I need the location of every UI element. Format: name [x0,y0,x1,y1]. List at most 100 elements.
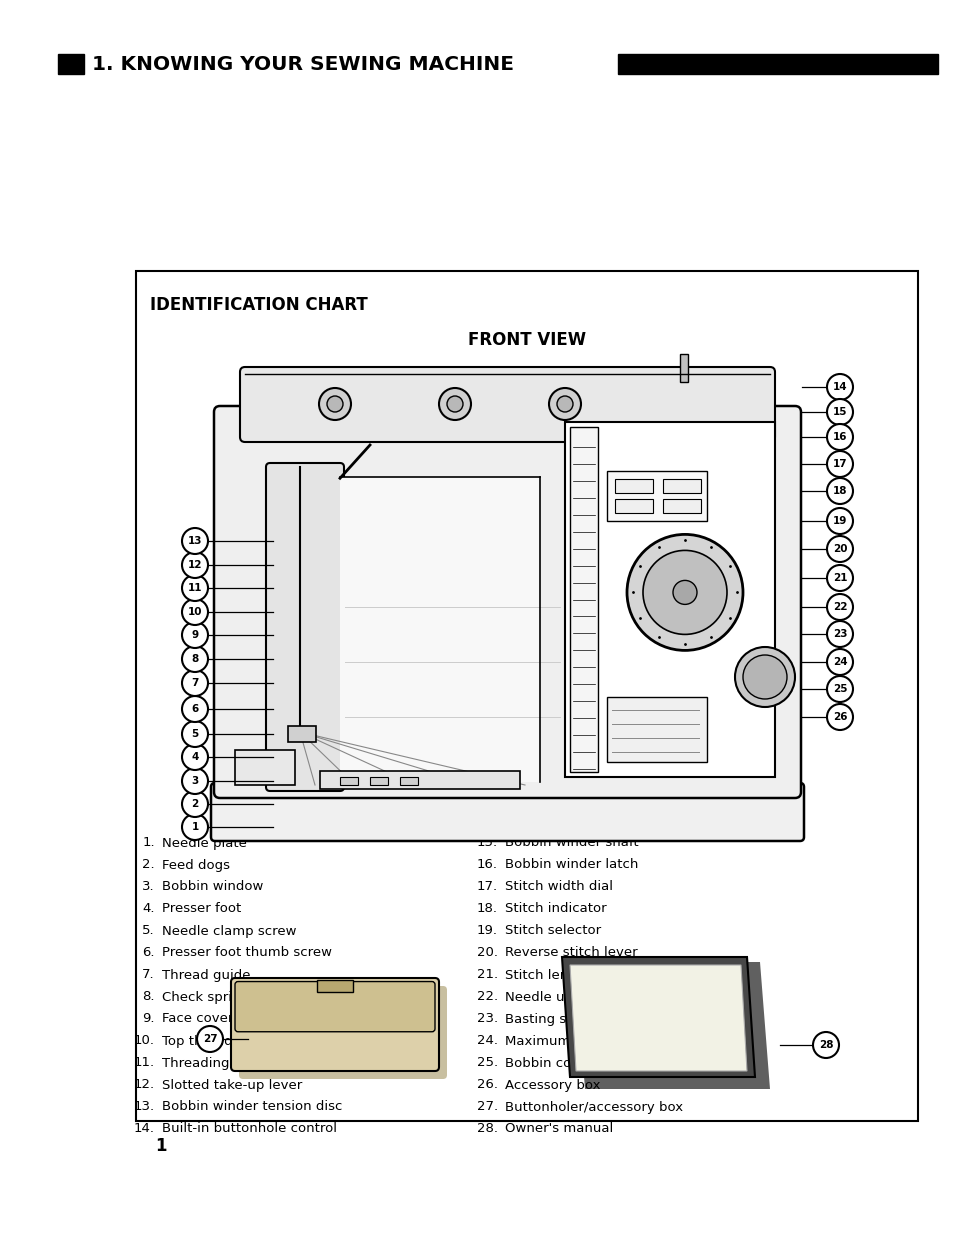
FancyBboxPatch shape [211,783,803,841]
Circle shape [447,396,462,412]
Text: Accessory box: Accessory box [504,1079,599,1091]
Bar [339,477,539,782]
Text: 8.: 8. [142,991,154,1003]
Text: 5: 5 [192,729,198,738]
Circle shape [182,599,208,625]
Text: 17: 17 [832,459,846,469]
Text: 2.: 2. [142,858,154,872]
Text: 14: 14 [832,382,846,392]
FancyBboxPatch shape [239,986,447,1079]
FancyBboxPatch shape [231,978,438,1071]
Text: 1.: 1. [142,836,154,850]
Text: Slotted take-up lever: Slotted take-up lever [162,1079,302,1091]
Text: Presser foot thumb screw: Presser foot thumb screw [162,946,332,960]
Text: 27.: 27. [476,1101,497,1113]
Circle shape [826,374,852,400]
Text: Reverse stitch lever: Reverse stitch lever [504,946,637,960]
Circle shape [826,477,852,503]
Text: 13: 13 [188,536,202,546]
Text: 18: 18 [832,486,846,496]
Text: 23: 23 [832,628,846,640]
Text: Check spring: Check spring [162,991,249,1003]
Text: 19.: 19. [476,924,497,938]
Text: 3.: 3. [142,881,154,893]
Text: Stitch length dial: Stitch length dial [504,969,618,981]
Text: 9.: 9. [142,1013,154,1025]
Text: Stitch indicator: Stitch indicator [504,903,606,915]
Bar [569,427,598,772]
Circle shape [742,656,786,699]
Text: 6: 6 [192,704,198,714]
Circle shape [826,704,852,730]
Text: 18.: 18. [476,903,497,915]
Text: 16: 16 [832,432,846,442]
Circle shape [826,400,852,426]
Text: 7: 7 [192,678,198,688]
Bar [662,480,700,494]
Text: Top thread tension control: Top thread tension control [162,1034,336,1048]
Bar [58,54,84,74]
Bar [316,980,353,992]
Text: 8: 8 [192,654,198,664]
Circle shape [327,396,343,412]
Text: Owner's manual: Owner's manual [504,1122,613,1136]
Circle shape [734,647,794,708]
Text: 4: 4 [192,752,198,762]
Circle shape [557,396,573,412]
Circle shape [826,649,852,675]
Bar [606,696,706,762]
Text: 25.: 25. [476,1056,497,1070]
Text: Feed dogs: Feed dogs [162,858,230,872]
Text: 10: 10 [188,607,202,617]
Text: Presser foot: Presser foot [162,903,241,915]
Text: 23.: 23. [476,1013,497,1025]
Circle shape [626,534,742,651]
Text: 19: 19 [832,516,846,526]
Text: 11.: 11. [133,1056,154,1070]
Text: 9: 9 [192,630,198,640]
Text: 1: 1 [154,1137,167,1155]
Bar [618,54,937,74]
Circle shape [826,675,852,703]
Circle shape [826,424,852,450]
Text: Needle clamp screw: Needle clamp screw [162,924,296,938]
Text: Bobbin window: Bobbin window [162,881,263,893]
Circle shape [826,621,852,647]
Text: 13.: 13. [133,1101,154,1113]
Bar [370,777,388,785]
Text: 21.: 21. [476,969,497,981]
Text: 22.: 22. [476,991,497,1003]
Circle shape [826,452,852,477]
Circle shape [182,721,208,747]
Text: Basting switch: Basting switch [504,1013,601,1025]
Bar [606,471,706,522]
Text: 4.: 4. [142,903,154,915]
FancyBboxPatch shape [213,406,801,798]
Circle shape [182,743,208,769]
Circle shape [182,575,208,601]
Text: 6.: 6. [142,946,154,960]
Circle shape [438,388,471,421]
Text: 10.: 10. [133,1034,154,1048]
Text: 3: 3 [192,776,198,785]
Circle shape [548,388,580,421]
Circle shape [642,550,726,635]
Text: 20: 20 [832,544,846,554]
Circle shape [826,536,852,562]
Text: 15: 15 [832,407,846,417]
Circle shape [196,1025,223,1051]
Circle shape [182,552,208,578]
Text: Buttonholer/accessory box: Buttonholer/accessory box [504,1101,682,1113]
Text: Threading channel: Threading channel [162,1056,287,1070]
Bar [615,480,652,494]
Polygon shape [561,957,754,1077]
Text: 12.: 12. [133,1079,154,1091]
Text: 5.: 5. [142,924,154,938]
Text: Bobbin winder latch: Bobbin winder latch [504,858,638,872]
Text: Bobbin winder shaft: Bobbin winder shaft [504,836,638,850]
Circle shape [182,670,208,696]
Text: 7.: 7. [142,969,154,981]
Text: 12: 12 [188,560,202,570]
Text: 25: 25 [832,684,846,694]
Bar [234,750,294,785]
